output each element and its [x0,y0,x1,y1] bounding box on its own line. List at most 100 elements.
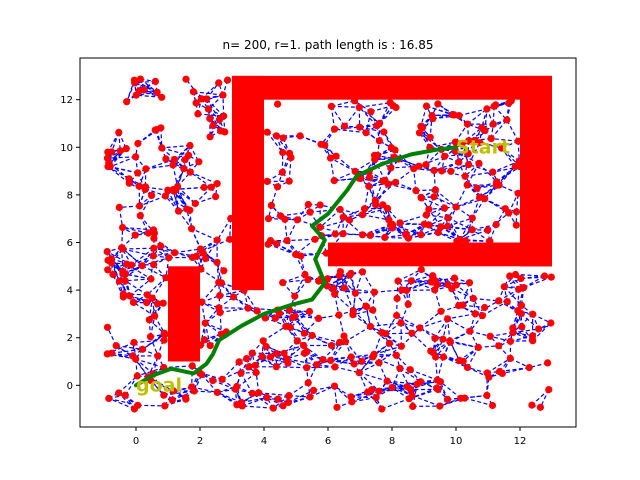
roadmap-node [160,336,168,344]
roadmap-edge [116,345,143,350]
roadmap-node [128,261,136,269]
roadmap-node [529,310,537,318]
roadmap-node [439,335,447,343]
roadmap-edge [510,335,533,342]
roadmap-edge [266,397,289,403]
roadmap-edge [167,189,180,212]
roadmap-node [408,391,416,400]
roadmap-node [444,315,452,323]
roadmap-edge [135,358,164,369]
roadmap-node [422,161,430,169]
roadmap-edge [462,304,485,309]
roadmap-edge [280,211,311,217]
roadmap-node [251,361,259,369]
y-tick-label: 12 [60,95,73,106]
roadmap-node [267,201,275,209]
roadmap-edge [464,175,481,198]
roadmap-node [215,116,224,124]
roadmap-edge [447,217,473,231]
roadmap-node [213,258,221,266]
roadmap-node [425,205,433,213]
roadmap-edge [388,219,407,236]
roadmap-node [209,377,217,385]
roadmap-node [203,95,211,103]
roadmap-node [333,403,341,411]
roadmap-node [279,402,287,410]
roadmap-edge [289,311,310,328]
roadmap-edge [390,165,419,169]
roadmap-edge [432,275,457,286]
roadmap-edge [333,287,356,294]
roadmap-node [138,262,146,270]
roadmap-edge [491,138,519,142]
roadmap-edge [468,138,492,142]
roadmap-edge [501,147,520,162]
roadmap-edge [408,388,439,400]
roadmap-node [487,135,495,143]
roadmap-edge [532,322,552,337]
y-tick-label: 4 [67,286,73,297]
roadmap-edge [498,288,520,302]
roadmap-edge [449,330,471,343]
roadmap-node [125,175,133,183]
roadmap-node [415,162,423,170]
roadmap-node [151,126,159,134]
roadmap-edge [360,159,376,179]
roadmap-edge [319,219,350,228]
roadmap-node [274,100,282,108]
roadmap-node [355,103,363,111]
roadmap-node [330,177,338,185]
roadmap-node [371,196,379,204]
roadmap-edge [418,165,442,172]
roadmap-node [515,157,523,165]
roadmap-node [198,371,206,379]
roadmap-node [115,203,123,211]
roadmap-node [284,359,292,367]
roadmap-edge [420,196,445,209]
roadmap-node [432,353,440,361]
roadmap-edge [510,340,533,342]
roadmap-edge [133,339,165,344]
roadmap-node [313,361,321,369]
roadmap-edge [447,225,473,231]
roadmap-edge [276,366,307,369]
roadmap-edge [458,140,470,163]
roadmap-edge [367,387,393,393]
roadmap-edge [367,391,383,410]
roadmap-edge [435,356,438,381]
roadmap-edge [370,322,402,328]
roadmap-edge [499,367,530,373]
roadmap-node [133,372,141,380]
roadmap-node [296,132,304,140]
roadmap-node [119,290,127,298]
roadmap-node [426,133,434,141]
roadmap-edge [408,387,438,400]
roadmap-edge [508,193,519,214]
roadmap-edge [370,227,393,236]
roadmap-edge [174,248,201,254]
roadmap-edge [304,332,332,347]
roadmap-edge [334,177,360,182]
roadmap-node [206,133,214,141]
roadmap-node [144,229,152,237]
roadmap-edge [386,380,413,397]
roadmap-edge [137,129,156,144]
roadmap-node [506,354,514,362]
roadmap-edge [456,198,485,208]
roadmap-edge [478,162,498,183]
roadmap-node [149,252,157,260]
roadmap-edge [386,380,411,391]
roadmap-edge [146,277,167,296]
roadmap-edge [434,318,449,339]
obstacle-0 [232,75,552,100]
roadmap-edge [131,255,154,266]
roadmap-node [326,154,335,162]
roadmap-node [492,101,500,109]
roadmap-edge [129,182,152,196]
roadmap-node [446,337,454,345]
roadmap-node [417,231,425,239]
roadmap-node [153,88,161,96]
roadmap-edge [267,243,296,256]
roadmap-node [131,231,139,239]
roadmap-edge [312,334,340,344]
